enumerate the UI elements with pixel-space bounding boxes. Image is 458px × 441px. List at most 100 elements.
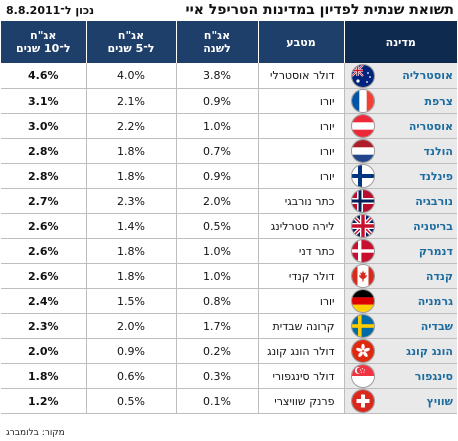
france-flag-icon [350,89,375,113]
table-row: אוסטריה יורו 1.0% 2.2% 3.0% [1,113,457,139]
country-name: דנמרק [418,244,453,258]
currency-cell: דולר קנדי [257,263,344,289]
yield-1y-cell: 3.8% [175,63,258,89]
table-row: אוסטרליה דולר אוסטרלי 3.8% 4.0% 4.6% [1,63,457,89]
country-name: צרפת [424,94,453,108]
country-name: סינגפור [414,369,453,383]
currency-cell: דולר הונג קונג [257,338,344,364]
table-title: תשואת שנתית לפדיון במדינות הטריפל איי [185,2,455,18]
col-header-country: מדינה [343,21,457,63]
currency-cell: כתר דני [257,238,344,264]
yield-10y-cell: 4.6% [1,63,86,89]
country-cell: צרפת [343,88,457,114]
yield-10y-cell: 3.1% [1,88,86,114]
yield-5y-cell: 1.4% [85,213,176,239]
table-row: שבדיה קרונה שבדית 1.7% 2.0% 2.3% [1,313,457,339]
canada-flag-icon [350,264,375,288]
yield-5y-cell: 1.8% [85,238,176,264]
yield-10y-cell: 2.3% [1,313,86,339]
table-row: גרמניה יורו 0.8% 1.5% 2.4% [1,288,457,314]
country-cell: נורבגיה [343,188,457,214]
country-name: הולנד [423,144,453,158]
yield-5y-cell: 0.9% [85,338,176,364]
country-cell: הונג קונג [343,338,457,364]
yield-10y-cell: 2.8% [1,163,86,189]
yield-1y-cell: 1.0% [175,113,258,139]
yield-1y-cell: 0.1% [175,388,258,414]
table-row: הולנד יורו 0.7% 1.8% 2.8% [1,138,457,164]
country-cell: אוסטריה [343,113,457,139]
currency-cell: קרונה שבדית [257,313,344,339]
currency-cell: דולר סינגפורי [257,363,344,389]
table-row: סינגפור דולר סינגפורי 0.3% 0.6% 1.8% [1,363,457,389]
country-cell: שבדיה [343,313,457,339]
col-header-currency: מטבע [257,21,344,63]
table-row: הונג קונג דולר הונג קונג 0.2% 0.9% 2.0% [1,338,457,364]
currency-cell: דולר אוסטרלי [257,63,344,89]
country-name: גרמניה [417,294,453,308]
country-cell: קנדה [343,263,457,289]
country-name: שבדיה [420,319,453,333]
yield-5y-cell: 1.8% [85,263,176,289]
finland-flag-icon [350,164,375,188]
country-cell: שוויץ [343,388,457,414]
uk-flag-icon [350,214,375,238]
currency-cell: יורו [257,88,344,114]
yield-1y-cell: 1.0% [175,238,258,264]
country-name: קנדה [425,269,453,283]
yield-5y-cell: 2.0% [85,313,176,339]
yield-5y-cell: 2.1% [85,88,176,114]
yield-5y-cell: 0.6% [85,363,176,389]
country-name: בריטניה [413,219,453,233]
yield-1y-cell: 0.3% [175,363,258,389]
country-cell: פינלנד [343,163,457,189]
yield-5y-cell: 2.2% [85,113,176,139]
title-row: תשואת שנתית לפדיון במדינות הטריפל איי נכ… [0,0,458,20]
yield-10y-cell: 2.6% [1,238,86,264]
germany-flag-icon [350,289,375,313]
yield-5y-cell: 0.5% [85,388,176,414]
currency-cell: יורו [257,138,344,164]
table-row: קנדה דולר קנדי 1.0% 1.8% 2.6% [1,263,457,289]
currency-cell: יורו [257,288,344,314]
yield-10y-cell: 1.2% [1,388,86,414]
currency-cell: יורו [257,113,344,139]
singapore-flag-icon [350,364,375,388]
yield-5y-cell: 1.8% [85,138,176,164]
table-row: נורבגיה כתר נורבגי 2.0% 2.3% 2.7% [1,188,457,214]
sweden-flag-icon [350,314,375,338]
yield-10y-cell: 2.7% [1,188,86,214]
as-of-date: נכון ל־8.8.2011 [6,4,95,17]
yield-1y-cell: 1.7% [175,313,258,339]
country-name: הונג קונג [406,344,453,358]
yield-10y-cell: 2.6% [1,213,86,239]
yield-1y-cell: 0.8% [175,288,258,314]
country-name: שוויץ [426,394,453,408]
country-cell: הולנד [343,138,457,164]
yield-10y-cell: 2.8% [1,138,86,164]
country-name: נורבגיה [415,194,453,208]
yield-10y-cell: 3.0% [1,113,86,139]
yield-5y-cell: 2.3% [85,188,176,214]
yield-1y-cell: 2.0% [175,188,258,214]
yield-10y-cell: 2.6% [1,263,86,289]
austria-flag-icon [350,114,375,138]
netherlands-flag-icon [350,139,375,163]
yield-1y-cell: 0.9% [175,163,258,189]
table-row: צרפת יורו 0.9% 2.1% 3.1% [1,88,457,114]
hong-kong-flag-icon [350,339,375,363]
australia-flag-icon [350,63,375,88]
yield-1y-cell: 0.5% [175,213,258,239]
yields-table: מדינה מטבע אג"ח לשנה אג"ח ל־5 שנים אג"ח ל־1… [1,21,457,414]
norway-flag-icon [350,189,375,213]
country-name: אוסטרליה [402,69,453,82]
currency-cell: כתר נורבגי [257,188,344,214]
switzerland-flag-icon [350,389,375,413]
yield-1y-cell: 0.7% [175,138,258,164]
yield-10y-cell: 2.4% [1,288,86,314]
country-cell: בריטניה [343,213,457,239]
yield-5y-cell: 1.5% [85,288,176,314]
table-row: פינלנד יורו 0.9% 1.8% 2.8% [1,163,457,189]
col-header-10y: אג"ח ל־10 שנים [1,21,86,63]
